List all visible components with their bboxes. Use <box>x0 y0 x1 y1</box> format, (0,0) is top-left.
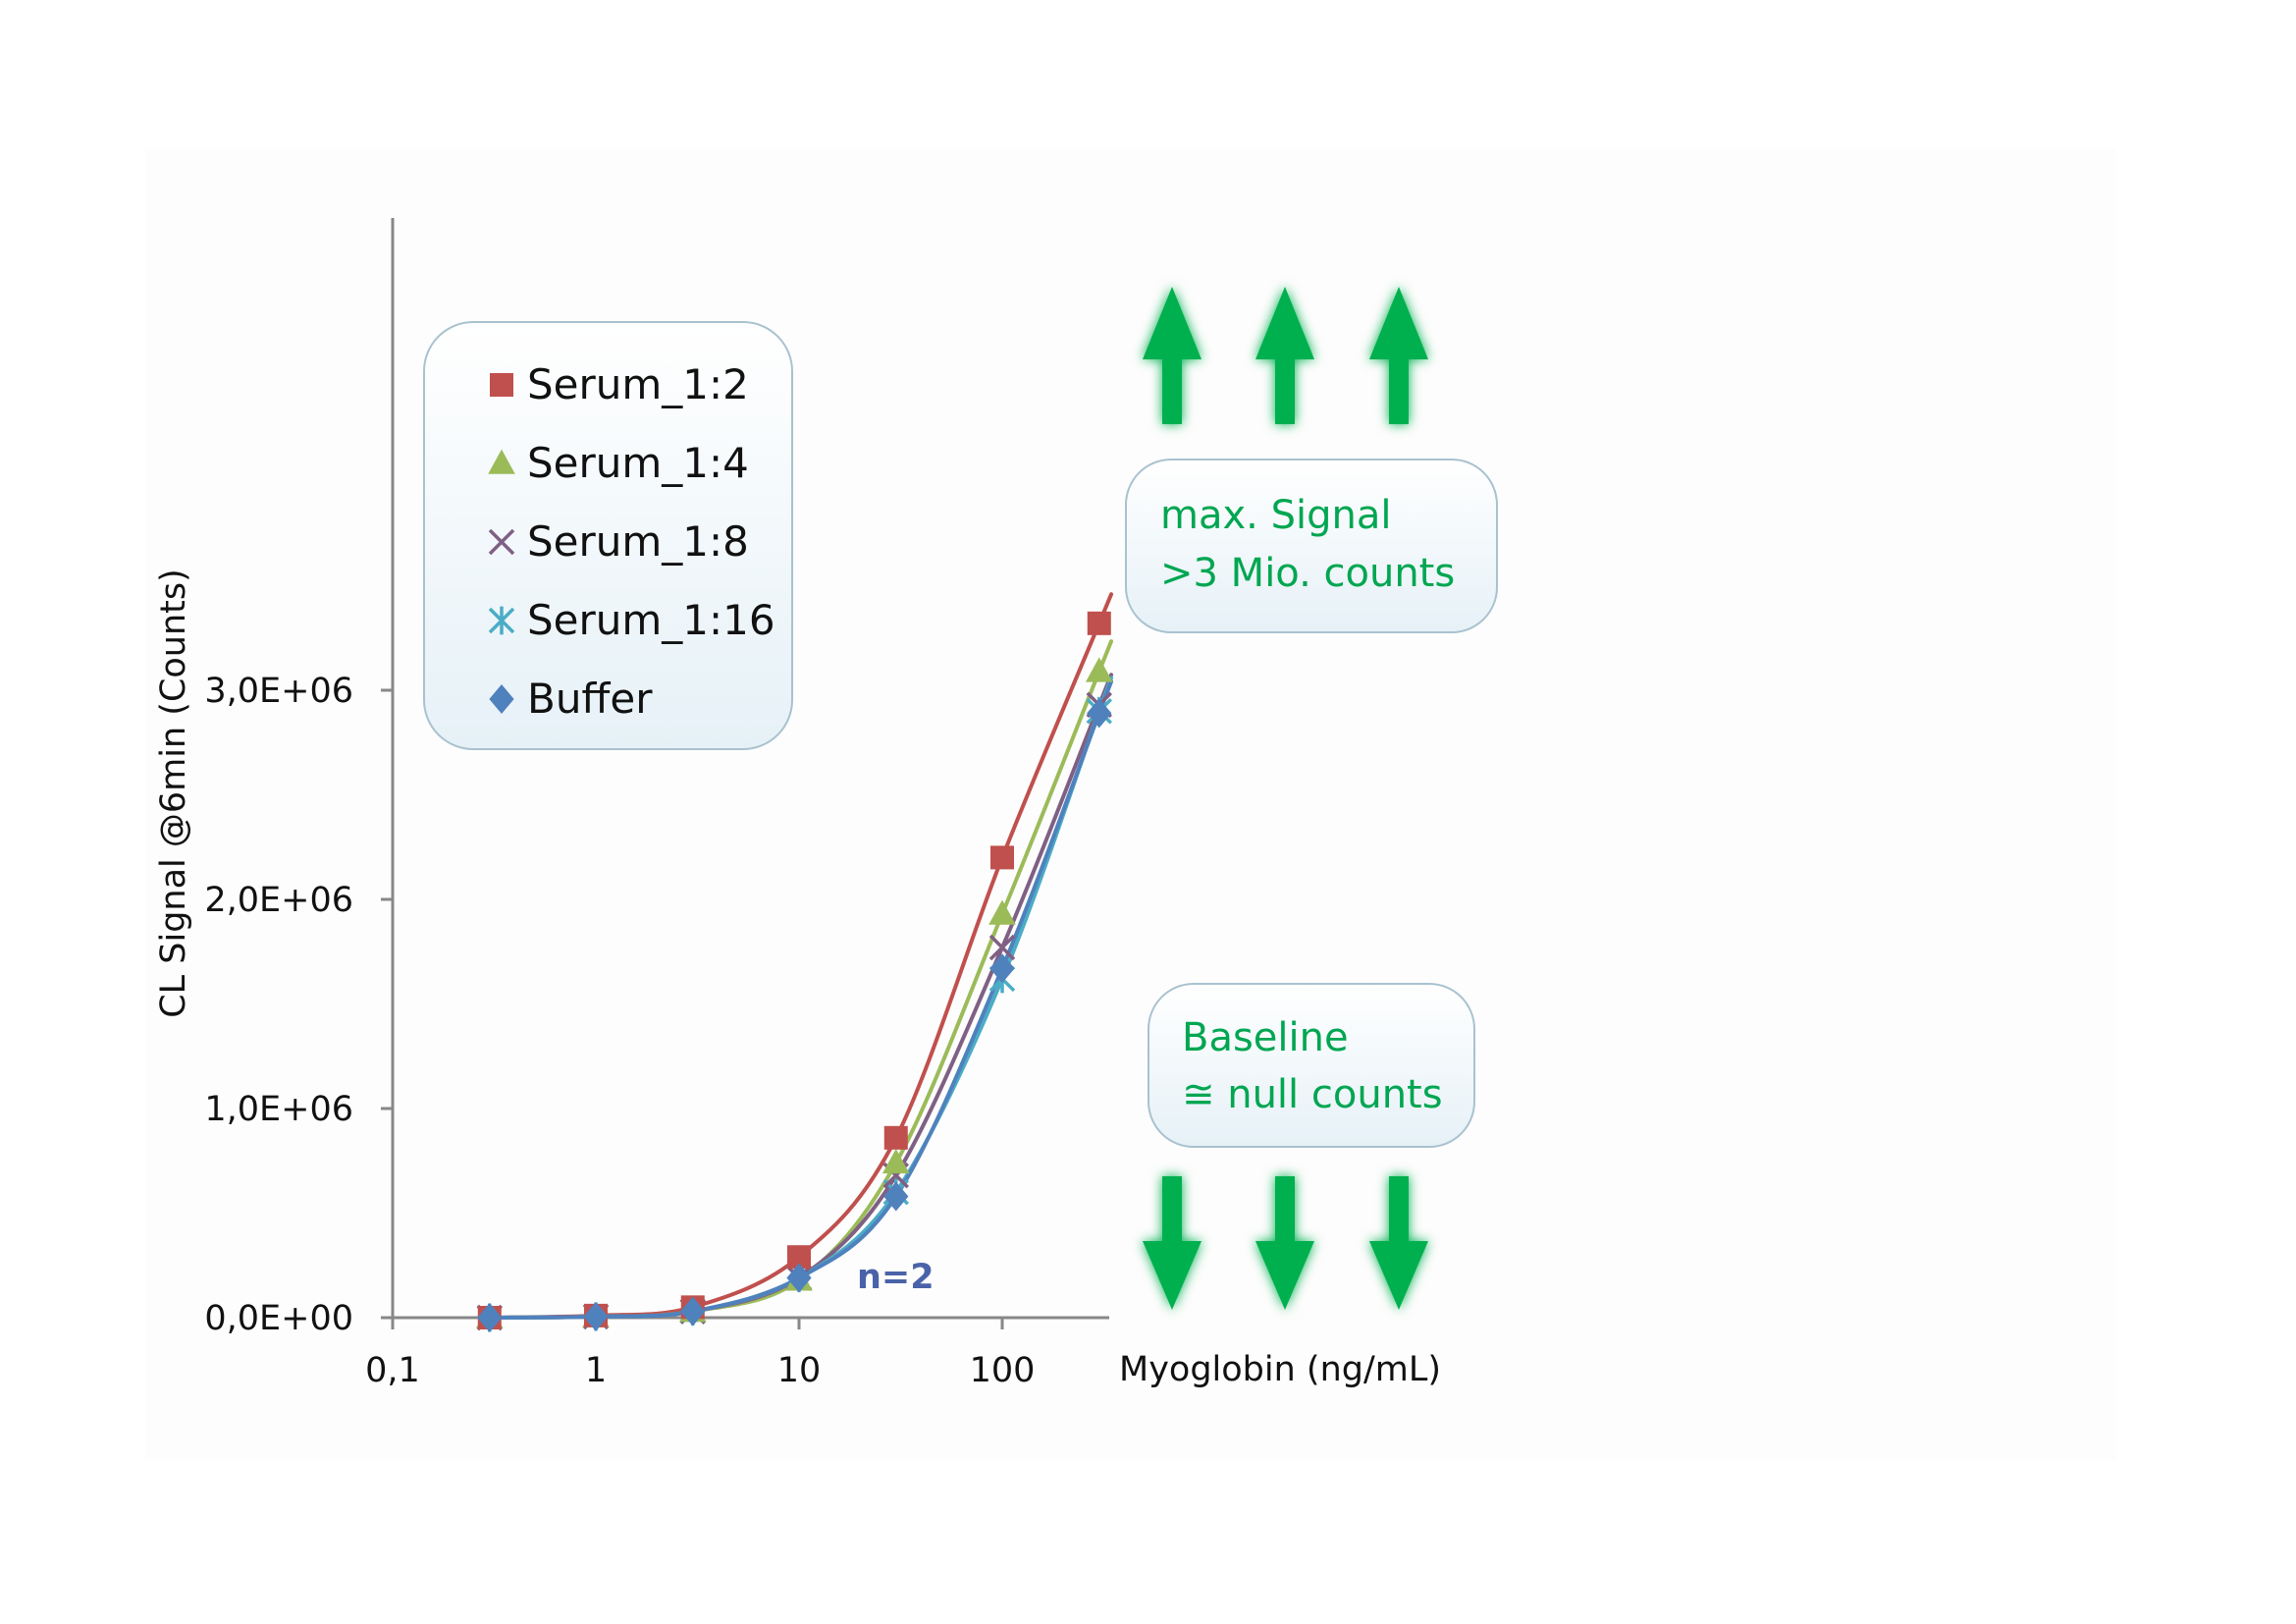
max-signal-box <box>1125 459 1498 633</box>
data-point-buffer <box>583 1301 609 1331</box>
legend: Serum_1:2 Serum_1:4 Serum_1:8 Serum_1:16… <box>423 321 793 750</box>
arrow-up-icon <box>1143 287 1201 424</box>
legend-label: Serum_1:8 <box>527 517 749 566</box>
max-signal-note: max. Signal >3 Mio. counts <box>1125 459 1498 633</box>
fit-curve-serum-1-16 <box>489 676 1114 1320</box>
x-tick-label: 1 <box>585 1351 607 1390</box>
y-tick-label: 2,0E+06 <box>204 881 353 920</box>
legend-symbol-serum-1-8 <box>488 528 515 556</box>
data-point-buffer <box>1087 698 1112 729</box>
max-signal-subtext: >3 Mio. counts <box>1160 551 1455 596</box>
legend-label: Serum_1:16 <box>527 596 775 644</box>
x-axis-title: Myoglobin (ng/mL) <box>1119 1350 1441 1389</box>
axis-ticks <box>381 688 1004 1329</box>
up-arrows <box>1143 287 1428 424</box>
y-tick-label: 3,0E+06 <box>204 672 353 711</box>
y-tick-label: 0,0E+00 <box>204 1299 353 1338</box>
data-point-buffer <box>883 1181 909 1212</box>
legend-symbol-serum-1-16 <box>488 606 515 635</box>
legend-label: Buffer <box>527 675 653 723</box>
data-point-serum-1-4 <box>881 1148 910 1174</box>
data-point-buffer <box>989 953 1015 984</box>
y-tick-label: 1,0E+06 <box>204 1090 353 1129</box>
arrow-down-icon <box>1143 1176 1201 1310</box>
legend-symbols <box>488 373 515 714</box>
legend-label: Serum_1:4 <box>527 439 749 487</box>
baseline-subtext: ≅ null counts <box>1182 1072 1443 1117</box>
fit-curve-serum-1-8 <box>489 673 1114 1320</box>
data-point-serum-1-2 <box>1087 611 1111 635</box>
arrow-down-icon <box>1369 1176 1428 1310</box>
x-tick-label: 0,1 <box>365 1351 420 1390</box>
baseline-note: Baseline ≅ null counts <box>1148 983 1475 1148</box>
arrow-up-icon <box>1255 287 1314 424</box>
legend-box <box>423 321 793 750</box>
data-point-serum-1-8 <box>988 934 1016 961</box>
data-point-serum-1-2 <box>990 845 1014 870</box>
data-point-buffer <box>680 1296 706 1326</box>
x-tick-labels: 0,1 1 10 100 <box>365 1351 1035 1390</box>
data-point-serum-1-4 <box>1085 657 1113 682</box>
baseline-box <box>1148 983 1475 1148</box>
max-signal-text: max. Signal <box>1160 493 1391 538</box>
x-tick-label: 10 <box>777 1351 822 1390</box>
y-tick-labels: 0,0E+00 1,0E+06 2,0E+06 3,0E+06 <box>204 672 353 1338</box>
legend-symbol-buffer <box>489 684 514 714</box>
data-point-buffer <box>477 1303 503 1332</box>
fit-curve-buffer <box>489 679 1114 1320</box>
arrow-up-icon <box>1369 287 1428 424</box>
data-point-serum-1-2 <box>883 1125 908 1150</box>
x-tick-label: 100 <box>970 1351 1036 1390</box>
replicates-label: n=2 <box>857 1258 934 1297</box>
data-point-buffer <box>786 1263 812 1293</box>
baseline-text: Baseline <box>1182 1015 1349 1060</box>
arrow-down-icon <box>1255 1176 1314 1310</box>
legend-label: Serum_1:2 <box>527 360 749 408</box>
legend-symbol-serum-1-2 <box>490 373 513 397</box>
data-point-serum-1-4 <box>988 899 1016 925</box>
data-markers <box>475 611 1113 1332</box>
y-axis-title: CL Signal @6min (Counts) <box>154 568 193 1018</box>
down-arrows <box>1143 1176 1428 1310</box>
legend-symbol-serum-1-4 <box>488 449 515 474</box>
